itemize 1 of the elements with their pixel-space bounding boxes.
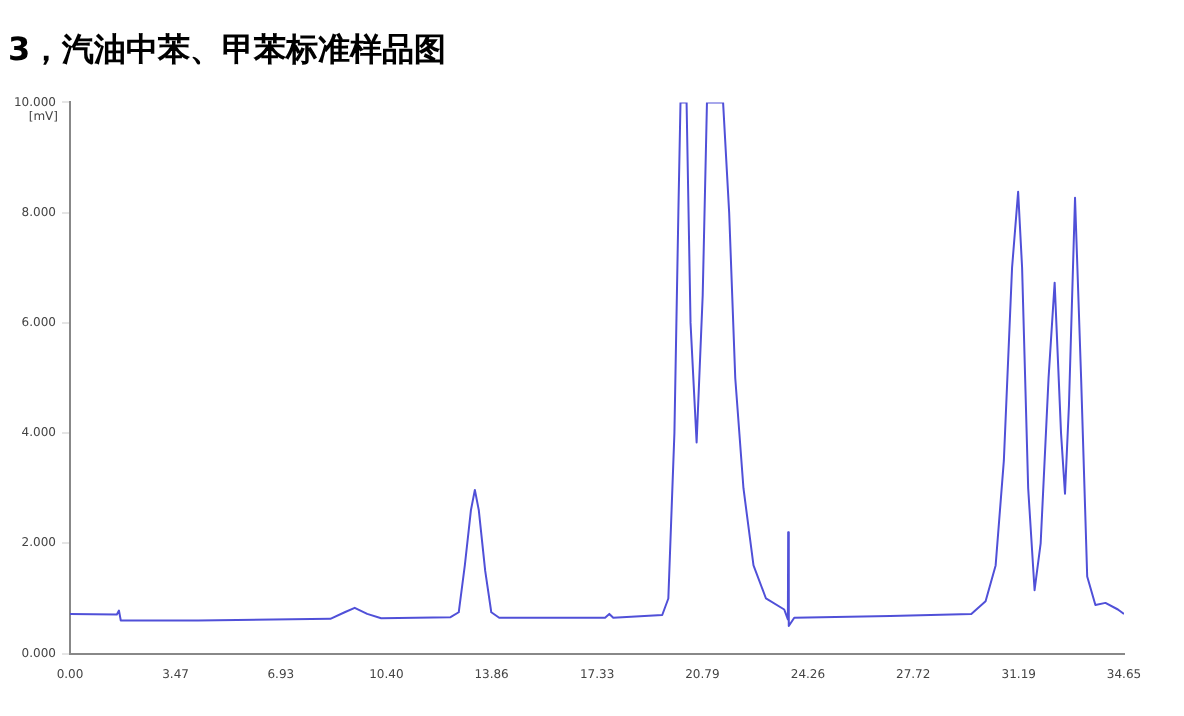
chart-title: 3，汽油中苯、甲苯标准样品图 — [8, 29, 447, 68]
